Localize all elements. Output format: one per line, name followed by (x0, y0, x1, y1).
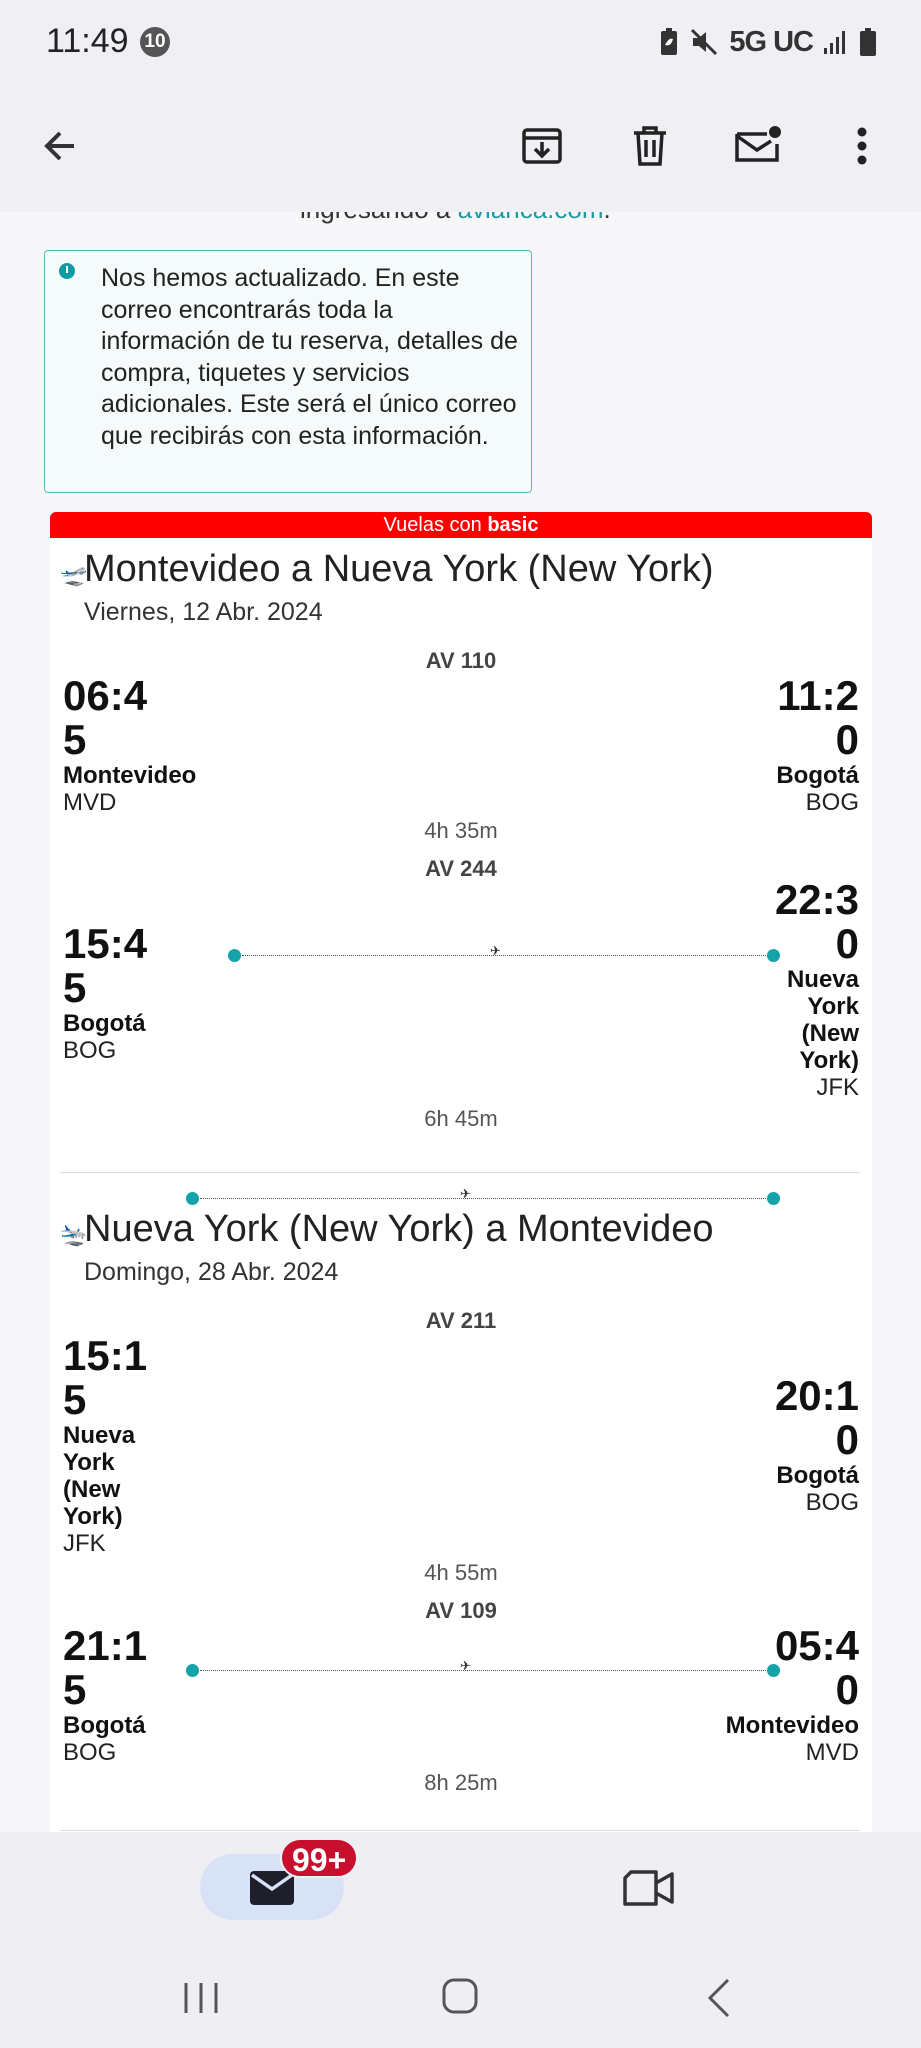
mail-icon (250, 1871, 294, 1905)
system-back-button[interactable] (700, 1976, 740, 2020)
network-label: 5G UC (729, 25, 814, 58)
arrival-city: Bogotá (776, 1462, 859, 1489)
cut-text-prefix: ingresando a (300, 212, 458, 224)
arrival-city: Bogotá (776, 762, 859, 789)
signal-icon (824, 31, 845, 54)
flight-duration: 4h 35m (424, 818, 498, 843)
battery-icon (860, 28, 876, 56)
flight-duration: 6h 45m (424, 1106, 498, 1131)
journey-title: Montevideo a Nueva York (New York) (84, 548, 714, 590)
plane-icon: ✈ (490, 943, 501, 958)
fare-name: basic (487, 514, 539, 536)
journey-date: Domingo, 28 Abr. 2024 (84, 1258, 339, 1286)
mark-unread-button[interactable] (726, 114, 790, 178)
route-line-1: ✈ (228, 943, 780, 963)
unread-count-badge: 99+ (280, 1838, 359, 1878)
arrival-city: Nueva York (New York) (786, 966, 859, 1074)
mark-unread-icon (735, 126, 781, 162)
system-navigation-bar (0, 1942, 921, 2048)
departure-plane-icon: 🛫 (60, 562, 88, 587)
flight-number: AV 244 (425, 856, 497, 881)
origin-dot (186, 1192, 199, 1205)
route-line-3: ✈ (186, 1658, 780, 1678)
flight-duration: 4h 55m (424, 1560, 498, 1585)
departure-city: Bogotá (63, 1712, 146, 1739)
arrival-code: JFK (816, 1074, 859, 1101)
back-arrow-icon (44, 131, 74, 161)
departure-code: MVD (63, 789, 117, 816)
more-vert-icon (857, 127, 867, 165)
departure-city: Bogotá (63, 1010, 146, 1037)
journey-divider (60, 1830, 860, 1831)
archive-icon (522, 128, 562, 164)
return-plane-icon: 🛬 (60, 1222, 88, 1247)
departure-time: 06:4 5 (63, 672, 148, 763)
arrival-time: 20:1 0 (774, 1372, 859, 1463)
archive-button[interactable] (510, 114, 574, 178)
departure-code: JFK (63, 1530, 106, 1557)
origin-dot (228, 949, 241, 962)
notice-text: Nos hemos actualizado. En este correo en… (101, 264, 518, 450)
flight-number: AV 109 (425, 1598, 497, 1623)
back-button[interactable] (28, 114, 92, 178)
notification-count-badge: 10 (140, 27, 170, 57)
arrival-code: MVD (805, 1739, 859, 1766)
destination-dot (767, 949, 780, 962)
battery-saver-icon (661, 28, 678, 55)
mute-icon (691, 28, 718, 56)
departure-time: 15:4 5 (63, 920, 148, 1011)
email-app-bar (0, 84, 921, 212)
home-button[interactable] (440, 1976, 480, 2016)
arrival-code: BOG (805, 1489, 859, 1516)
departure-code: BOG (63, 1037, 117, 1064)
plane-icon: ✈ (460, 1186, 471, 1201)
destination-dot (767, 1192, 780, 1205)
status-time: 11:49 (46, 22, 129, 60)
status-bar: 11:49 10 5G UC (0, 0, 921, 84)
cut-off-text: ingresando a avianca.com. (300, 212, 611, 225)
departure-code: BOG (63, 1739, 117, 1766)
video-icon (623, 1870, 674, 1906)
arrival-city: Montevideo (725, 1712, 859, 1739)
arrival-time: 11:2 0 (777, 672, 859, 763)
departure-city: Nueva York (New York) (63, 1422, 136, 1530)
itinerary-card: Vuelas con basic 🛫 Montevideo a Nueva Yo… (50, 512, 872, 1832)
back-icon (707, 1978, 730, 2018)
cut-text-suffix: . (604, 212, 611, 224)
bottom-navigation: 99+ (0, 1832, 921, 1942)
fare-prefix: Vuelas con (383, 514, 488, 536)
journey-date: Viernes, 12 Abr. 2024 (84, 598, 323, 626)
flight-duration: 8h 25m (424, 1770, 498, 1795)
departure-time: 21:1 5 (63, 1622, 148, 1713)
meet-tab[interactable] (612, 1856, 688, 1920)
origin-dot (186, 1664, 199, 1677)
destination-dot (767, 1664, 780, 1677)
recents-icon (184, 1983, 218, 2013)
flight-number: AV 211 (425, 1308, 497, 1333)
recents-button[interactable] (178, 1978, 224, 2018)
home-icon (442, 1978, 478, 2014)
flight-number: AV 110 (425, 648, 497, 673)
update-notice: Nos hemos actualizado. En este correo en… (44, 250, 532, 493)
route-line-2: ✈ (186, 1186, 780, 1206)
departure-time: 15:1 5 (63, 1332, 148, 1423)
status-icons: 5G UC (659, 24, 877, 60)
email-body[interactable]: ingresando a avianca.com. Nos hemos actu… (0, 212, 921, 1832)
more-options-button[interactable] (830, 114, 894, 178)
fare-banner: Vuelas con basic (50, 512, 872, 538)
arrival-time: 22:3 0 (774, 876, 859, 967)
delete-button[interactable] (618, 114, 682, 178)
avianca-link[interactable]: avianca.com (458, 212, 604, 224)
info-icon (59, 263, 75, 279)
arrival-code: BOG (805, 789, 859, 816)
trash-icon (634, 126, 666, 166)
departure-city: Montevideo (63, 762, 197, 789)
plane-icon: ✈ (460, 1658, 471, 1673)
arrival-time: 05:4 0 (774, 1622, 859, 1713)
journey-divider (60, 1172, 860, 1173)
journey-title: Nueva York (New York) a Montevideo (84, 1208, 714, 1250)
